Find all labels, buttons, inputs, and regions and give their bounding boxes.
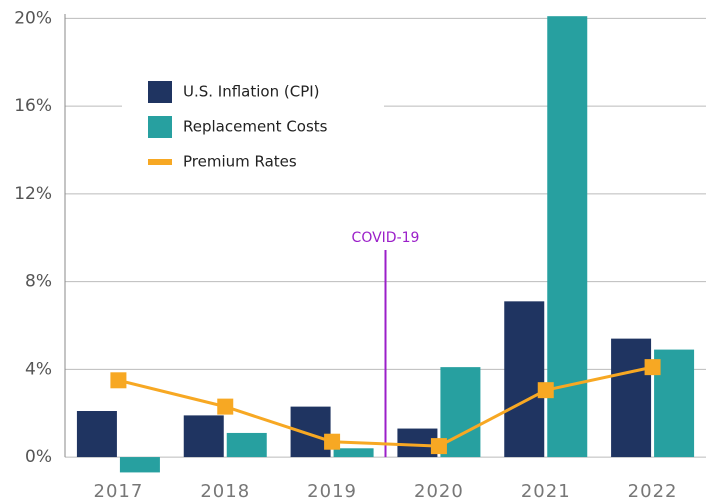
bar	[119, 457, 160, 473]
bar	[183, 415, 224, 458]
legend-label: Replacement Costs	[183, 118, 328, 136]
y-tick-label: 20%	[14, 8, 52, 28]
legend-swatch	[148, 116, 172, 138]
line-marker	[644, 359, 661, 376]
y-tick-label: 16%	[14, 96, 52, 116]
line-marker	[217, 398, 234, 415]
x-tick-label: 2022	[628, 481, 678, 502]
x-tick-label: 2021	[521, 481, 571, 502]
x-tick-label: 2020	[414, 481, 464, 502]
line-marker	[537, 382, 554, 399]
bar	[333, 448, 374, 458]
x-tick-label: 2019	[307, 481, 357, 502]
legend-label: Premium Rates	[183, 153, 297, 171]
legend-label: U.S. Inflation (CPI)	[183, 83, 320, 101]
y-tick-label: 0%	[25, 447, 52, 467]
x-tick-label: 2017	[94, 481, 144, 502]
bar	[226, 432, 267, 458]
bar	[654, 349, 695, 458]
bar	[504, 301, 545, 458]
y-tick-label: 4%	[25, 359, 52, 379]
line-marker	[324, 433, 341, 450]
x-tick-label: 2018	[200, 481, 250, 502]
bar	[397, 428, 438, 458]
line-marker	[110, 372, 127, 389]
y-tick-label: 12%	[14, 184, 52, 204]
bar	[76, 411, 117, 458]
legend-swatch	[148, 81, 172, 103]
bar	[611, 338, 652, 458]
legend-swatch	[148, 159, 172, 165]
line-marker	[430, 438, 447, 455]
line	[118, 365, 653, 448]
annotation: COVID-19	[352, 230, 420, 246]
y-tick-label: 8%	[25, 272, 52, 292]
